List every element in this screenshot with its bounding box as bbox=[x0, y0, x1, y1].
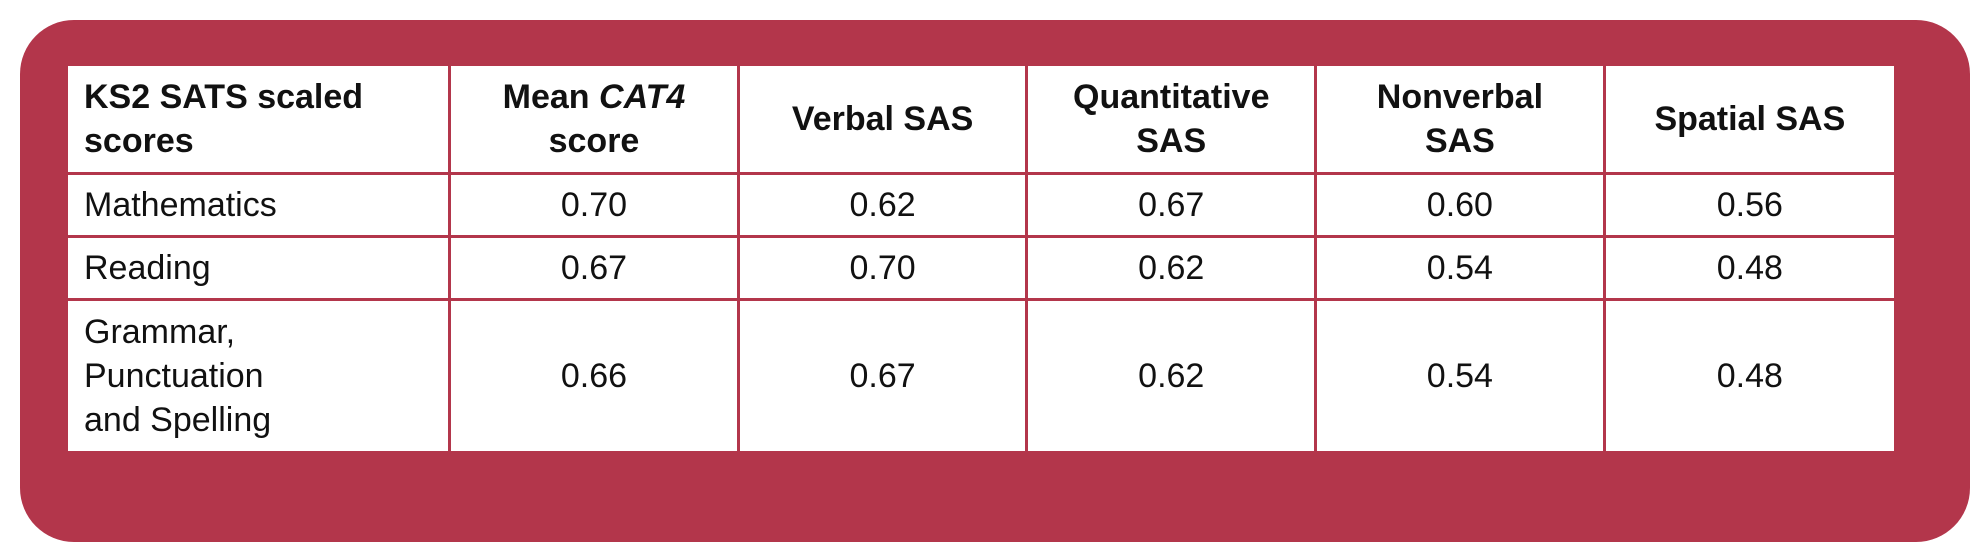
header-verbal-sas: Verbal SAS bbox=[736, 63, 1029, 175]
header-ks2-sats-scaled-scores: KS2 SATS scaled scores bbox=[64, 63, 452, 175]
row-label-reading: Reading bbox=[64, 235, 452, 301]
header-mean-plain: Mean bbox=[502, 78, 600, 116]
cell-reading-mean: 0.67 bbox=[448, 235, 740, 301]
header-nonverbal-sas: Nonverbal SAS bbox=[1314, 63, 1606, 175]
cell-mathematics-nonverbal: 0.60 bbox=[1314, 172, 1606, 238]
header-row: KS2 SATS scaled scores Mean CAT4 score V… bbox=[64, 63, 1898, 175]
table-row-gps: Grammar, Punctuation and Spelling 0.66 0… bbox=[64, 298, 1898, 454]
table-row-reading: Reading 0.67 0.70 0.62 0.54 0.48 bbox=[64, 235, 1898, 301]
header-ks2-line1: KS2 SATS scaled bbox=[84, 78, 364, 116]
cell-reading-quantitative: 0.62 bbox=[1025, 235, 1318, 301]
header-quant-line2: SAS bbox=[1136, 122, 1207, 160]
cell-mathematics-mean: 0.70 bbox=[448, 172, 740, 238]
cell-gps-quantitative: 0.62 bbox=[1025, 298, 1318, 454]
correlation-table: KS2 SATS scaled scores Mean CAT4 score V… bbox=[64, 63, 1898, 454]
header-quantitative-sas: Quantitative SAS bbox=[1025, 63, 1318, 175]
row-label-gps-line2: Punctuation bbox=[84, 357, 264, 395]
cell-mathematics-spatial: 0.56 bbox=[1602, 172, 1898, 238]
header-mean-cat4-score: Mean CAT4 score bbox=[448, 63, 740, 175]
header-nonverbal-line1: Nonverbal bbox=[1376, 78, 1544, 116]
cell-mathematics-quantitative: 0.67 bbox=[1025, 172, 1318, 238]
header-nonverbal-line2: SAS bbox=[1424, 122, 1495, 160]
cell-gps-mean: 0.66 bbox=[448, 298, 740, 454]
header-spatial-sas: Spatial SAS bbox=[1602, 63, 1898, 175]
row-label-mathematics: Mathematics bbox=[64, 172, 452, 238]
cell-reading-verbal: 0.70 bbox=[736, 235, 1029, 301]
header-mean-line2: score bbox=[548, 122, 640, 160]
header-spatial-label: Spatial SAS bbox=[1654, 100, 1846, 138]
cell-reading-nonverbal: 0.54 bbox=[1314, 235, 1606, 301]
cell-gps-spatial: 0.48 bbox=[1602, 298, 1898, 454]
row-label-gps-line1: Grammar, bbox=[84, 313, 236, 351]
header-mean-italic: CAT4 bbox=[599, 78, 686, 116]
cell-reading-spatial: 0.48 bbox=[1602, 235, 1898, 301]
cell-mathematics-verbal: 0.62 bbox=[736, 172, 1029, 238]
table-row-mathematics: Mathematics 0.70 0.62 0.67 0.60 0.56 bbox=[64, 172, 1898, 238]
cell-gps-nonverbal: 0.54 bbox=[1314, 298, 1606, 454]
cell-gps-verbal: 0.67 bbox=[736, 298, 1029, 454]
header-verbal-label: Verbal SAS bbox=[791, 100, 974, 138]
row-label-gps: Grammar, Punctuation and Spelling bbox=[64, 298, 452, 454]
row-label-gps-line3: and Spelling bbox=[84, 401, 272, 439]
header-ks2-line2: scores bbox=[84, 122, 194, 160]
header-quant-line1: Quantitative bbox=[1073, 78, 1270, 116]
